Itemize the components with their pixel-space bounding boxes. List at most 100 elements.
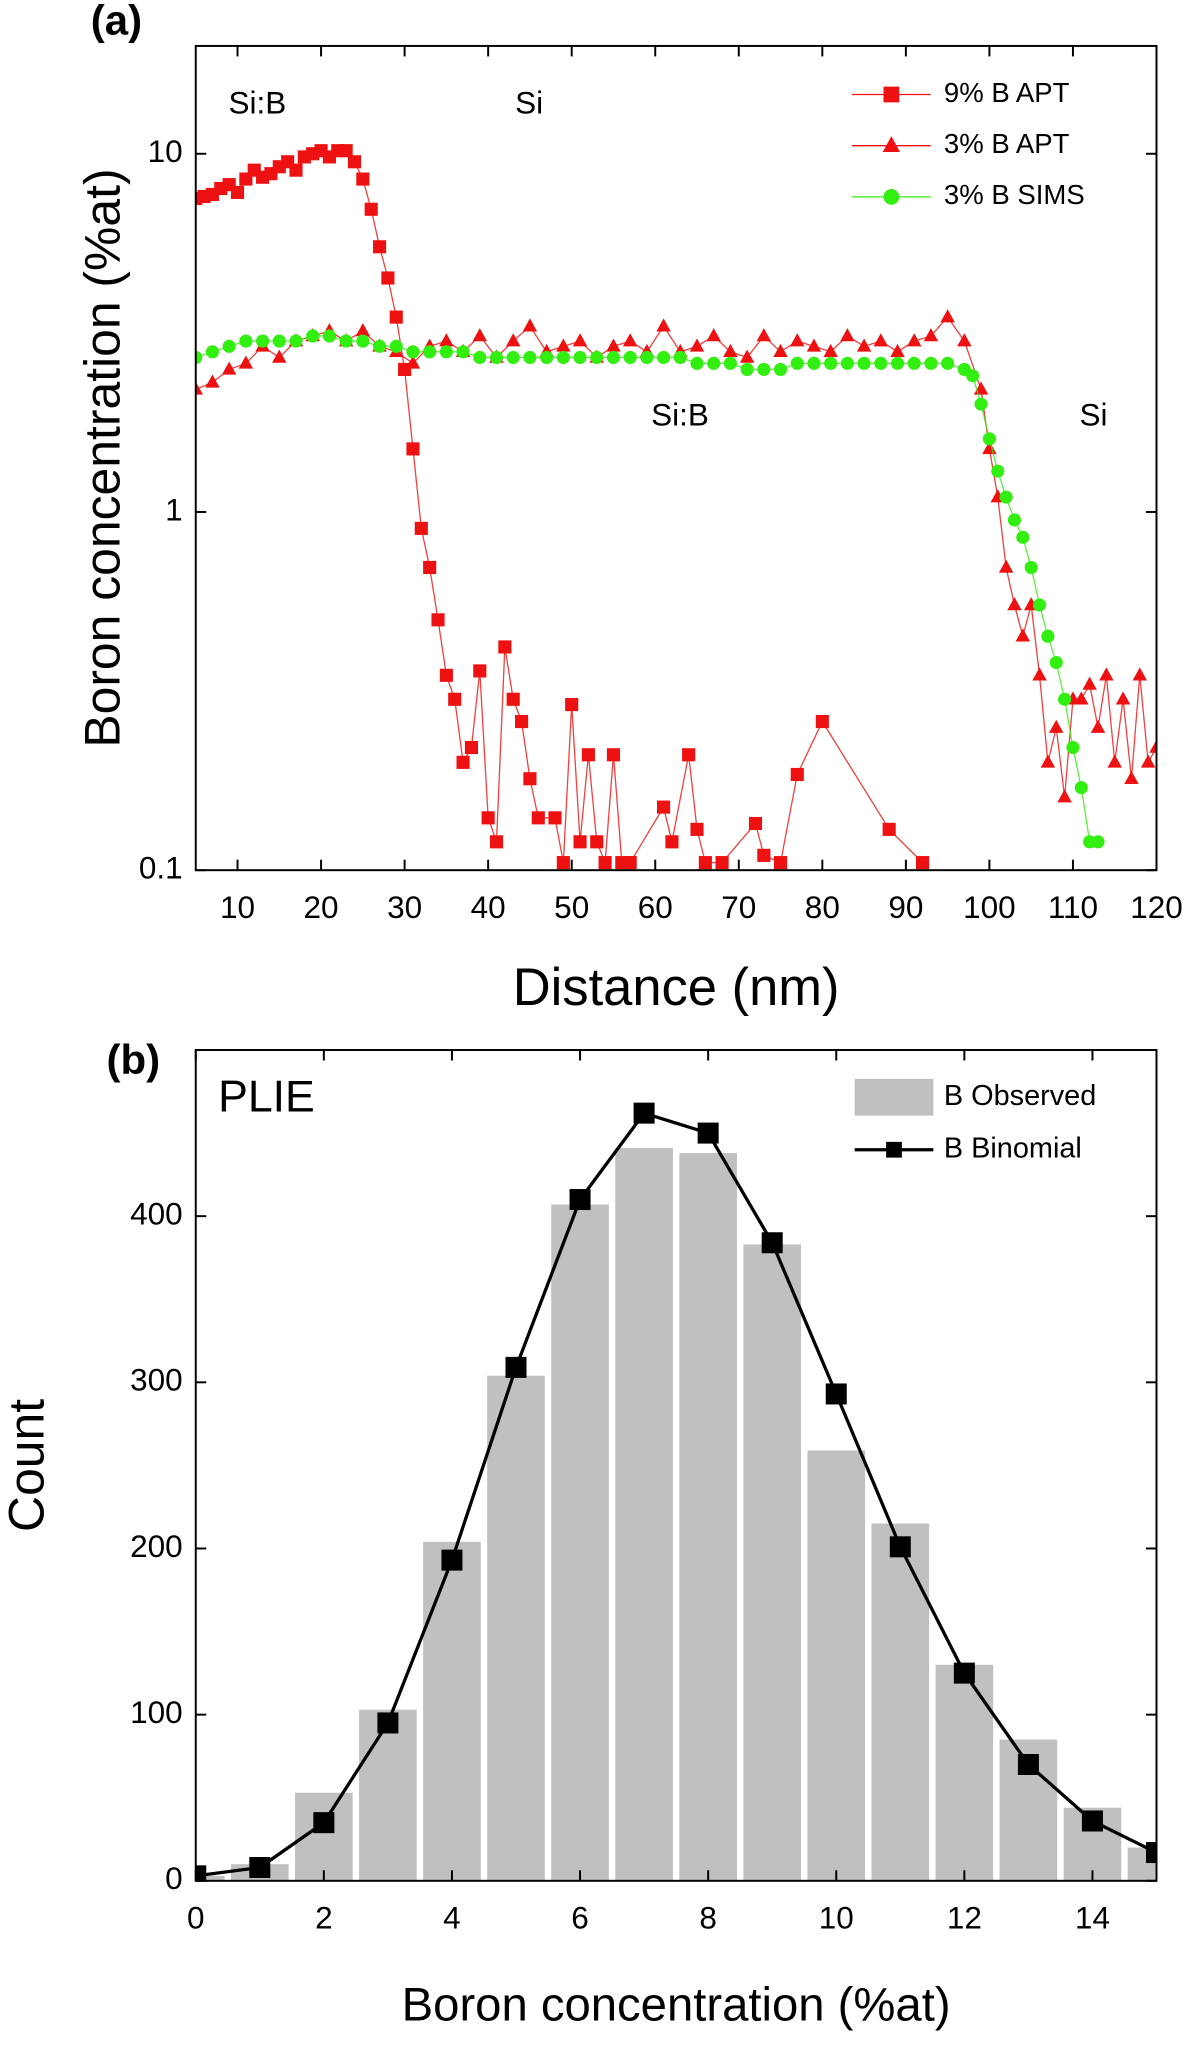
panel-label: (b): [107, 1036, 161, 1083]
x-tick-label: 50: [554, 889, 589, 925]
marker: [313, 1812, 335, 1834]
marker: [606, 748, 621, 762]
plot-area: [195, 144, 1157, 870]
marker: [489, 835, 504, 849]
marker: [673, 350, 687, 365]
x-tick-label: 100: [963, 889, 1016, 925]
marker: [623, 856, 637, 870]
marker: [381, 271, 395, 285]
marker: [423, 345, 437, 359]
marker: [249, 1857, 271, 1879]
marker: [448, 692, 462, 706]
marker: [356, 172, 370, 186]
marker: [364, 202, 378, 216]
marker: [1074, 691, 1089, 705]
marker: [1032, 667, 1047, 681]
marker: [406, 442, 420, 456]
marker: [856, 338, 872, 352]
x-axis-label: Boron concentration (%at): [402, 1979, 951, 2032]
marker: [883, 189, 900, 205]
marker: [230, 185, 245, 199]
annotation: Si: [1079, 397, 1107, 433]
marker: [1132, 667, 1148, 681]
marker: [1057, 789, 1072, 803]
marker: [924, 356, 938, 370]
marker: [565, 697, 579, 712]
panel-label: (a): [91, 0, 142, 44]
annotation: Si: [515, 84, 543, 120]
legend-label: 9% B APT: [944, 77, 1070, 108]
annotation: Si:B: [229, 84, 287, 120]
marker: [256, 334, 270, 348]
marker: [505, 333, 521, 347]
marker: [790, 333, 805, 347]
marker: [761, 1232, 783, 1254]
marker: [556, 338, 571, 352]
marker: [757, 362, 771, 376]
marker: [322, 329, 336, 343]
y-tick-label: 300: [130, 1362, 183, 1398]
marker: [890, 343, 905, 358]
marker: [982, 432, 996, 446]
marker: [882, 136, 901, 152]
marker: [389, 339, 403, 353]
x-tick-label: 2: [315, 1900, 333, 1936]
marker: [548, 811, 562, 825]
marker: [464, 740, 479, 755]
marker: [1124, 770, 1139, 784]
x-tick-label: 110: [1048, 889, 1098, 925]
marker: [1091, 835, 1105, 849]
marker: [999, 490, 1013, 504]
y-tick-label: 0.1: [139, 850, 183, 886]
marker: [473, 664, 487, 678]
marker: [1017, 1753, 1039, 1775]
marker: [657, 350, 671, 365]
x-axis-label: Distance (nm): [513, 958, 840, 1017]
marker: [590, 350, 604, 365]
marker: [953, 1662, 975, 1684]
marker: [1074, 781, 1088, 795]
marker: [598, 856, 612, 870]
x-tick-label: 14: [1075, 1900, 1110, 1936]
x-tick-label: 80: [805, 889, 840, 925]
marker: [723, 343, 738, 358]
marker: [1007, 597, 1022, 611]
marker: [656, 318, 671, 332]
marker: [195, 1865, 207, 1881]
marker: [890, 356, 905, 370]
marker: [389, 310, 403, 324]
marker: [372, 240, 387, 254]
plot-area: [195, 1102, 1157, 1881]
marker: [940, 309, 955, 323]
marker: [707, 356, 721, 370]
marker: [238, 355, 254, 369]
marker: [195, 381, 203, 395]
marker: [690, 356, 704, 370]
marker: [205, 345, 220, 359]
marker: [873, 333, 889, 347]
marker: [857, 356, 871, 370]
marker: [481, 811, 495, 825]
marker: [489, 350, 504, 365]
bar: [195, 1875, 225, 1881]
marker: [515, 714, 529, 729]
marker: [431, 613, 445, 627]
marker: [522, 318, 538, 332]
marker: [456, 345, 470, 359]
x-tick-label: 8: [699, 1900, 717, 1936]
marker: [682, 748, 696, 762]
legend-label: B Observed: [944, 1080, 1096, 1112]
bar: [423, 1541, 481, 1881]
marker: [569, 1189, 591, 1211]
marker: [633, 1102, 655, 1124]
marker: [1041, 629, 1055, 643]
marker: [748, 816, 763, 831]
marker: [1081, 1810, 1103, 1832]
x-tick-label: 30: [387, 889, 422, 925]
marker: [991, 464, 1005, 478]
y-tick-label: 400: [130, 1195, 183, 1231]
x-tick-label: 70: [721, 889, 756, 925]
marker: [590, 835, 604, 849]
